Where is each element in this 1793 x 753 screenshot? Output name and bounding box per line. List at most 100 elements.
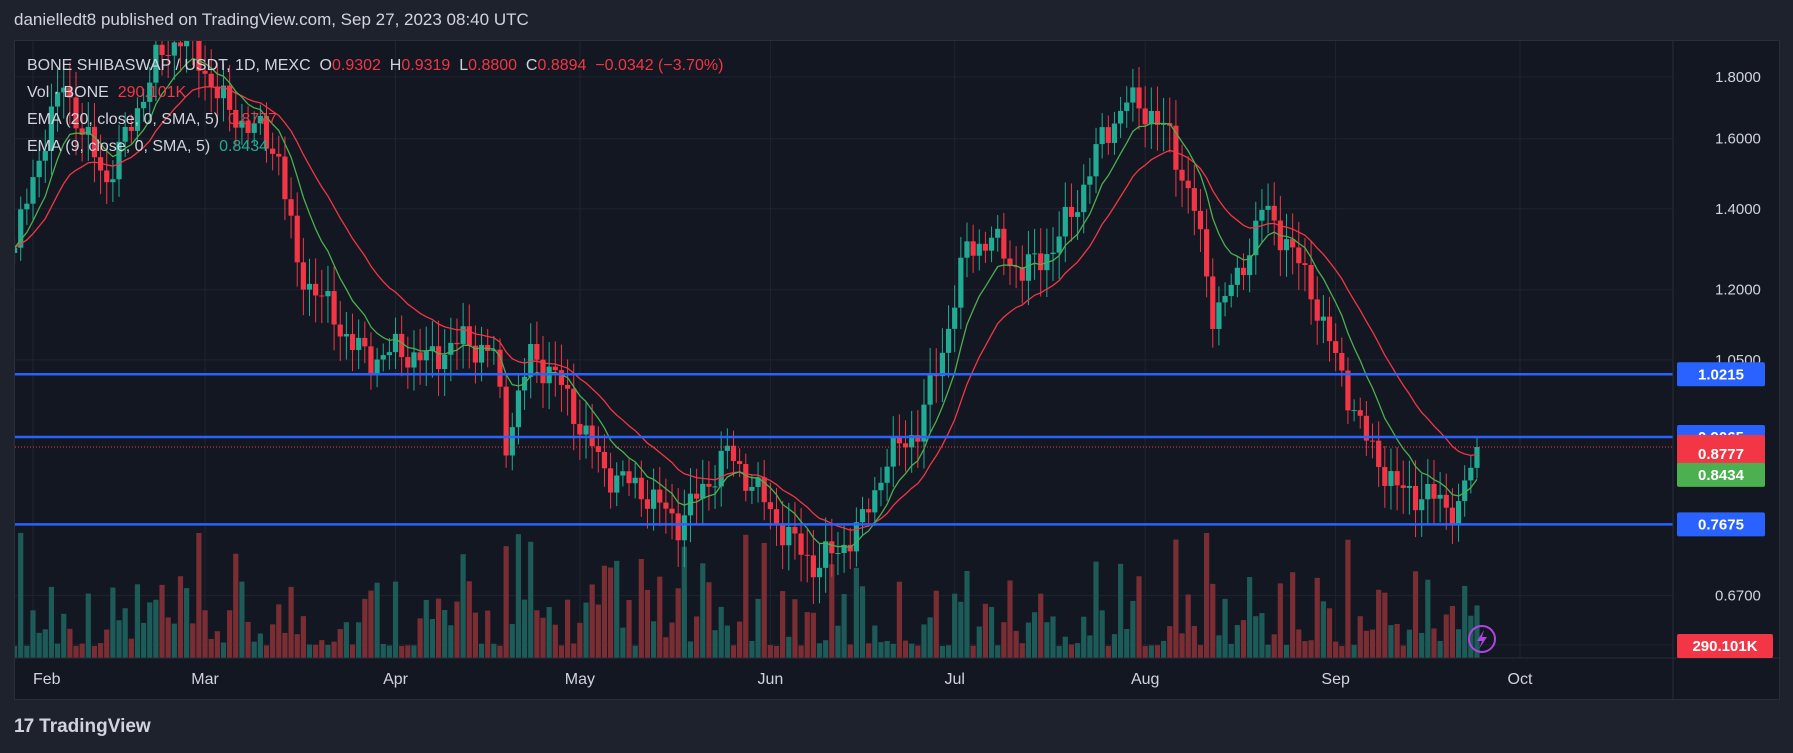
legend-ema9-row[interactable]: EMA (9, close, 0, SMA, 5) 0.8434 bbox=[27, 133, 723, 160]
candle-body[interactable] bbox=[233, 109, 239, 128]
candle-body[interactable] bbox=[1382, 467, 1388, 486]
candle-body[interactable] bbox=[491, 349, 497, 351]
candle-body[interactable] bbox=[442, 354, 448, 370]
candle-body[interactable] bbox=[816, 567, 823, 578]
candle-body[interactable] bbox=[1320, 316, 1326, 321]
candle-body[interactable] bbox=[331, 291, 337, 325]
candle-body[interactable] bbox=[478, 344, 485, 363]
candle-body[interactable] bbox=[1363, 415, 1369, 441]
candle-body[interactable] bbox=[706, 483, 712, 487]
candle-body[interactable] bbox=[270, 148, 276, 154]
candle-body[interactable] bbox=[663, 502, 669, 509]
candle-body[interactable] bbox=[1087, 176, 1093, 185]
candle-body[interactable] bbox=[1369, 440, 1376, 442]
candle-body[interactable] bbox=[595, 446, 601, 452]
candle-body[interactable] bbox=[36, 160, 42, 178]
candle-body[interactable] bbox=[122, 126, 128, 142]
candle-body[interactable] bbox=[564, 384, 571, 389]
candle-body[interactable] bbox=[128, 126, 134, 131]
candle-body[interactable] bbox=[1265, 205, 1271, 210]
candle-body[interactable] bbox=[48, 106, 55, 151]
candle-body[interactable] bbox=[1333, 341, 1339, 353]
candle-body[interactable] bbox=[42, 150, 48, 161]
candle-body[interactable] bbox=[319, 295, 325, 297]
candle-body[interactable] bbox=[829, 541, 835, 554]
candle-body[interactable] bbox=[374, 359, 380, 376]
candle-body[interactable] bbox=[724, 445, 730, 451]
candle-body[interactable] bbox=[1062, 206, 1068, 237]
candle-body[interactable] bbox=[1388, 471, 1394, 486]
candle-body[interactable] bbox=[1117, 110, 1124, 124]
candle-body[interactable] bbox=[466, 326, 472, 346]
candle-body[interactable] bbox=[528, 344, 534, 377]
candle-body[interactable] bbox=[626, 471, 632, 484]
candle-body[interactable] bbox=[147, 82, 153, 102]
candle-body[interactable] bbox=[1247, 255, 1253, 276]
candle-body[interactable] bbox=[558, 370, 565, 385]
candle-body[interactable] bbox=[325, 291, 331, 297]
candle-body[interactable] bbox=[927, 373, 933, 405]
candle-body[interactable] bbox=[1376, 440, 1382, 468]
candle-body[interactable] bbox=[939, 352, 946, 377]
candle-body[interactable] bbox=[1093, 144, 1099, 177]
legend-symbol[interactable]: BONE SHIBASWAP / USDT, 1D, MEXC bbox=[27, 57, 311, 74]
candle-body[interactable] bbox=[1437, 494, 1443, 499]
candle-body[interactable] bbox=[141, 101, 147, 109]
candle-body[interactable] bbox=[313, 283, 319, 296]
lightning-icon[interactable] bbox=[1468, 625, 1496, 653]
candle-body[interactable] bbox=[743, 464, 749, 491]
candle-body[interactable] bbox=[208, 73, 214, 87]
candle-body[interactable] bbox=[380, 355, 386, 360]
candle-body[interactable] bbox=[61, 87, 67, 93]
candle-body[interactable] bbox=[786, 526, 792, 546]
candle-body[interactable] bbox=[1038, 253, 1044, 271]
candle-body[interactable] bbox=[239, 120, 245, 128]
candle-body[interactable] bbox=[171, 42, 177, 56]
candle-body[interactable] bbox=[368, 346, 374, 376]
candle-body[interactable] bbox=[1222, 295, 1228, 303]
candle-body[interactable] bbox=[1210, 276, 1216, 329]
candle-body[interactable] bbox=[534, 344, 540, 360]
candle-body[interactable] bbox=[798, 533, 804, 555]
candle-body[interactable] bbox=[417, 352, 423, 361]
candle-body[interactable] bbox=[988, 237, 995, 251]
candle-body[interactable] bbox=[853, 522, 859, 552]
candle-body[interactable] bbox=[712, 486, 718, 488]
candle-body[interactable] bbox=[810, 555, 816, 578]
candle-body[interactable] bbox=[1025, 254, 1032, 281]
candle-body[interactable] bbox=[1240, 267, 1247, 276]
candle-body[interactable] bbox=[97, 157, 104, 171]
candle-body[interactable] bbox=[1326, 316, 1333, 342]
candle-body[interactable] bbox=[1197, 210, 1204, 230]
candle-body[interactable] bbox=[1013, 266, 1019, 268]
candle-body[interactable] bbox=[337, 324, 343, 337]
candle-body[interactable] bbox=[116, 141, 122, 180]
candle-body[interactable] bbox=[1449, 507, 1456, 524]
candle-body[interactable] bbox=[1351, 410, 1357, 412]
candle-body[interactable] bbox=[1431, 483, 1437, 499]
candle-body[interactable] bbox=[1130, 87, 1136, 103]
candle-body[interactable] bbox=[749, 486, 755, 491]
candle-body[interactable] bbox=[245, 120, 251, 133]
candle-body[interactable] bbox=[362, 337, 368, 347]
candle-body[interactable] bbox=[884, 466, 890, 483]
candle-body[interactable] bbox=[54, 92, 61, 107]
candle-body[interactable] bbox=[1406, 486, 1412, 488]
candle-body[interactable] bbox=[1074, 212, 1081, 217]
candle-body[interactable] bbox=[964, 241, 970, 258]
candle-body[interactable] bbox=[1474, 446, 1480, 468]
candle-body[interactable] bbox=[110, 179, 116, 183]
candle-body[interactable] bbox=[976, 243, 982, 256]
candle-body[interactable] bbox=[472, 345, 479, 363]
candle-body[interactable] bbox=[644, 499, 651, 509]
candle-body[interactable] bbox=[620, 471, 626, 476]
candle-body[interactable] bbox=[30, 177, 36, 204]
candle-body[interactable] bbox=[1462, 480, 1468, 502]
candle-body[interactable] bbox=[1001, 228, 1007, 259]
candle-body[interactable] bbox=[773, 509, 780, 524]
legend-volume-row[interactable]: Vol · BONE 290.101K bbox=[27, 79, 723, 106]
candle-body[interactable] bbox=[349, 334, 356, 350]
candle-body[interactable] bbox=[607, 468, 614, 493]
candle-body[interactable] bbox=[1412, 486, 1419, 511]
candle-body[interactable] bbox=[970, 241, 976, 256]
